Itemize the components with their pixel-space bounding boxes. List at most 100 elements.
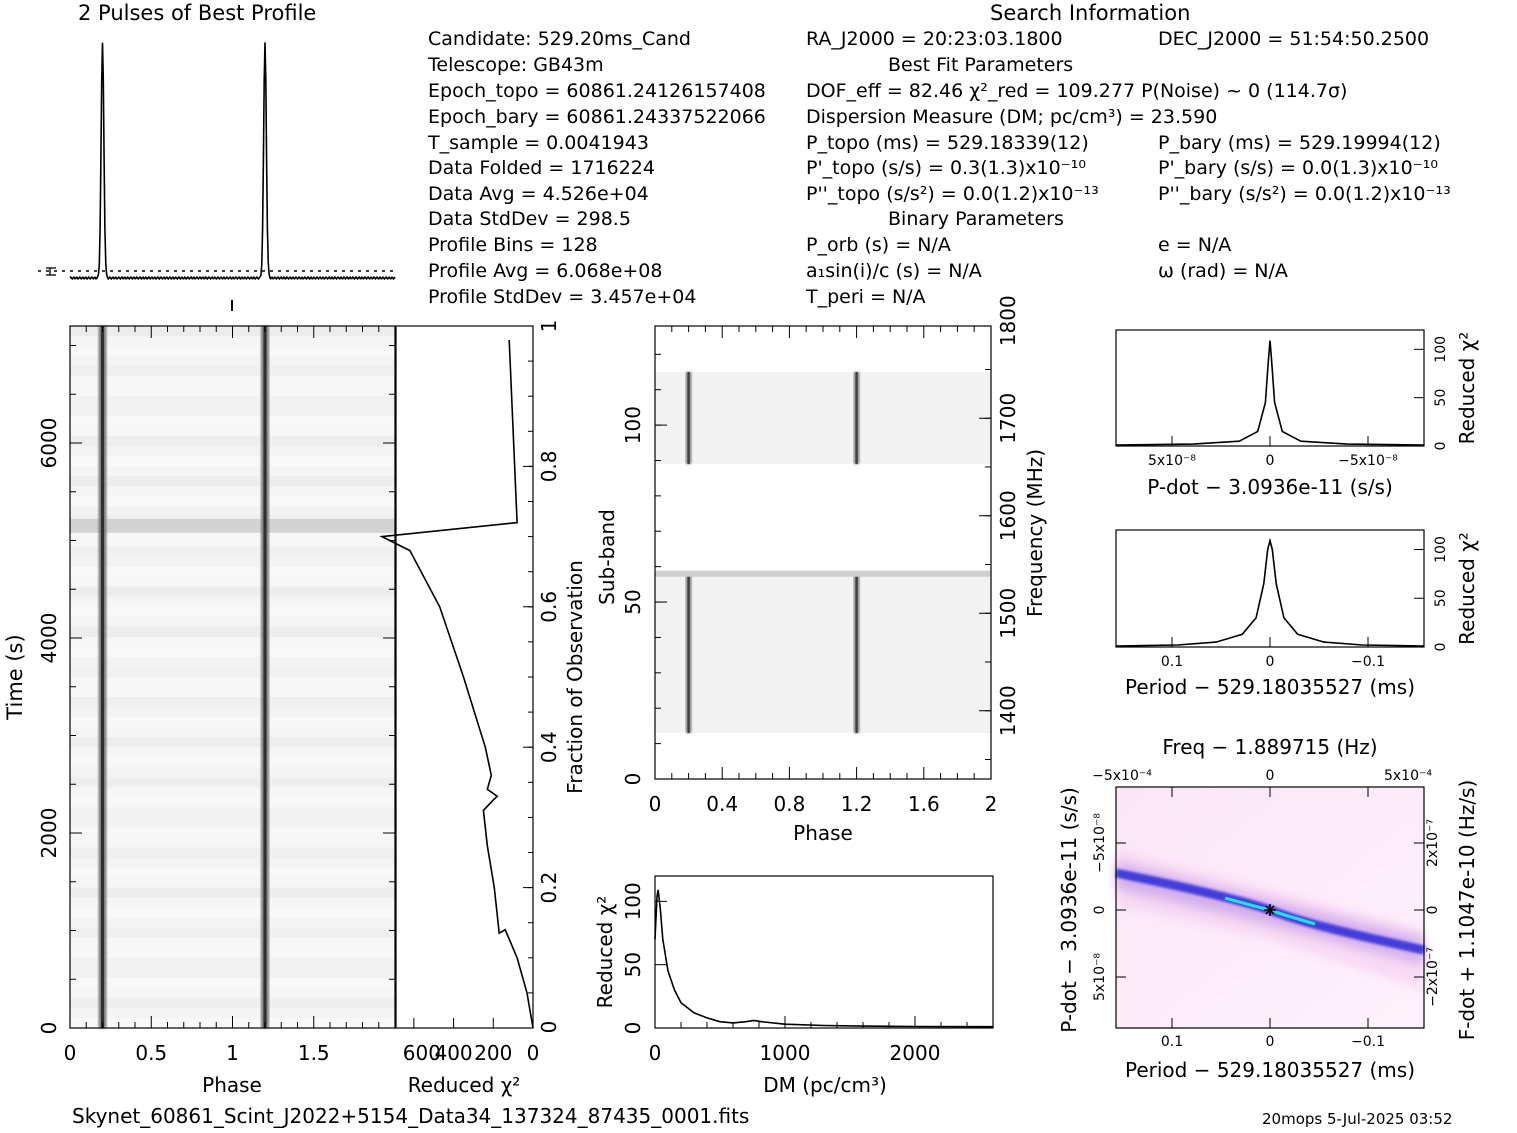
info-line: Profile Bins = 128 bbox=[428, 234, 598, 256]
tick-label: −5x10⁻⁸ bbox=[1338, 453, 1398, 469]
heatmap-row bbox=[70, 496, 395, 507]
info-line: ω (rad) = N/A bbox=[1158, 260, 1288, 282]
info-line: T_peri = N/A bbox=[806, 286, 926, 308]
tick-label: 1600 bbox=[996, 490, 1020, 541]
y2-axis-label: F-dot + 1.1047e-10 (Hz/s) bbox=[1455, 780, 1479, 1041]
heatmap-row bbox=[70, 767, 395, 778]
heatmap-row bbox=[70, 817, 395, 828]
x-axis-label: Phase bbox=[793, 821, 853, 845]
y2-axis-label: Frequency (MHz) bbox=[1023, 449, 1047, 617]
info-line: RA_J2000 = 20:23:03.1800 bbox=[806, 28, 1063, 50]
tick-label: 1700 bbox=[996, 393, 1020, 444]
y-axis-label: P-dot − 3.0936e-11 (s/s) bbox=[1057, 787, 1081, 1033]
tick-label: 0.4 bbox=[706, 792, 738, 816]
heatmap-row bbox=[70, 717, 395, 728]
heatmap-row bbox=[70, 436, 395, 447]
info-line: Profile Avg = 6.068e+08 bbox=[428, 260, 663, 282]
heatmap-row bbox=[70, 907, 395, 918]
heatmap-row bbox=[70, 466, 395, 477]
info-line: P''_topo (s/s²) = 0.0(1.2)x10⁻¹³ bbox=[806, 183, 1099, 205]
info-line: DOF_eff = 82.46 χ²_red = 109.277 P(Noise… bbox=[806, 80, 1348, 102]
heatmap-row bbox=[70, 987, 395, 998]
tick-label: 1 bbox=[226, 1041, 239, 1065]
info-line: Telescope: GB43m bbox=[428, 54, 604, 76]
tick-label: 50 bbox=[1433, 589, 1449, 607]
tick-label: 2x10⁻⁷ bbox=[1425, 819, 1441, 867]
tick-label: 0 bbox=[649, 1041, 662, 1065]
search-info-title: Search Information bbox=[990, 1, 1191, 25]
heatmap-row bbox=[70, 1007, 395, 1018]
heatmap-row bbox=[70, 596, 395, 607]
chart-title: Freq − 1.889715 (Hz) bbox=[1162, 735, 1377, 759]
info-line: P'_topo (s/s) = 0.3(1.3)x10⁻¹⁰ bbox=[806, 157, 1086, 179]
heatmap-row bbox=[70, 727, 395, 738]
info-line: Data StdDev = 298.5 bbox=[428, 208, 631, 230]
tick-label: 2000 bbox=[37, 808, 61, 859]
period-pdot-plot: 0.1 0 −0.1 −5x10⁻⁴ 0 5x10⁻⁴ Freq − 1.889715 (H… bbox=[1057, 735, 1479, 1082]
tick-label: 100 bbox=[1433, 536, 1449, 563]
heatmap-row bbox=[70, 807, 395, 818]
y-axis-label: Sub-band bbox=[595, 509, 619, 605]
info-line: P_bary (ms) = 529.19994(12) bbox=[1158, 132, 1441, 154]
heatmap-row bbox=[70, 847, 395, 858]
tick-label: 6000 bbox=[37, 418, 61, 469]
tick-label: 0.8 bbox=[537, 450, 561, 482]
tick-label: 1800 bbox=[996, 295, 1020, 346]
info-line: P_topo (ms) = 529.18339(12) bbox=[806, 132, 1089, 154]
heatmap-row bbox=[70, 456, 395, 467]
x-axis-label: DM (pc/cm³) bbox=[763, 1073, 887, 1097]
heatmap-row bbox=[70, 887, 395, 898]
heatmap-row bbox=[70, 917, 395, 928]
x-axis-label: P-dot − 3.0936e-11 (s/s) bbox=[1147, 475, 1393, 499]
y-axis-label: Reduced χ² bbox=[1455, 332, 1479, 445]
heatmap-row bbox=[70, 977, 395, 988]
info-line: Epoch_topo = 60861.24126157408 bbox=[428, 80, 766, 102]
heatmap-row bbox=[70, 586, 395, 597]
profile-line bbox=[69, 42, 396, 281]
subband-phase-plot: 0 0.4 0.8 1.2 1.6 2 Phase 0 50 100 Sub-band 1400 150… bbox=[595, 295, 1047, 845]
tick-label: 0 bbox=[537, 1021, 561, 1034]
rfi-band bbox=[70, 518, 395, 533]
y-axis-label: Time (s) bbox=[3, 634, 27, 720]
tick-label: 0 bbox=[1092, 906, 1108, 915]
profile-title: 2 Pulses of Best Profile bbox=[78, 1, 317, 25]
heatmap-row bbox=[70, 967, 395, 978]
plot-frame bbox=[1115, 529, 1425, 648]
tick-label: 0 bbox=[37, 1022, 61, 1035]
pulse-core bbox=[687, 372, 690, 465]
tick-label: 0.2 bbox=[537, 872, 561, 904]
x-axis-label: Phase bbox=[202, 1073, 262, 1097]
heatmap-row bbox=[70, 927, 395, 938]
heatmap-row bbox=[70, 366, 395, 377]
heatmap-row bbox=[70, 566, 395, 577]
info-line: e = N/A bbox=[1158, 234, 1232, 256]
heatmap-row bbox=[70, 396, 395, 407]
tick-label: −0.1 bbox=[1351, 1034, 1385, 1050]
heatmap-row bbox=[70, 757, 395, 768]
pdot-chi2-plot: 5x10⁻⁸ 0 −5x10⁻⁸ 0 50 100 P-dot − 3.0936e-11 (… bbox=[1115, 329, 1479, 499]
heatmap-row bbox=[70, 506, 395, 517]
heatmap-row bbox=[70, 356, 395, 367]
heatmap-row bbox=[70, 747, 395, 758]
tick-label: 4000 bbox=[37, 613, 61, 664]
tick-label: 0.1 bbox=[1161, 654, 1183, 670]
tick-label: 400 bbox=[434, 1041, 472, 1065]
heatmap-row bbox=[70, 687, 395, 698]
heatmap-row bbox=[70, 677, 395, 688]
heatmap-row bbox=[70, 957, 395, 968]
heatmap-row bbox=[70, 476, 395, 487]
tick-label: 1.5 bbox=[298, 1041, 330, 1065]
heatmap-row bbox=[70, 416, 395, 427]
tick-label: 0 bbox=[527, 1041, 540, 1065]
info-line: Dispersion Measure (DM; pc/cm³) = 23.590 bbox=[806, 106, 1218, 128]
tick-label: 1.6 bbox=[908, 792, 940, 816]
tick-label: 50 bbox=[621, 952, 645, 977]
profile-plot bbox=[38, 42, 396, 311]
time-phase-plot: 0 0.5 1 1.5 Phase 0 2000 4000 6000 Time (s) bbox=[3, 325, 396, 1097]
tick-label: 0 bbox=[621, 773, 645, 786]
info-line: Candidate: 529.20ms_Cand bbox=[428, 28, 691, 50]
tick-label: 0.8 bbox=[773, 792, 805, 816]
info-line: Data Folded = 1716224 bbox=[428, 157, 655, 179]
heatmap-row bbox=[70, 536, 395, 547]
